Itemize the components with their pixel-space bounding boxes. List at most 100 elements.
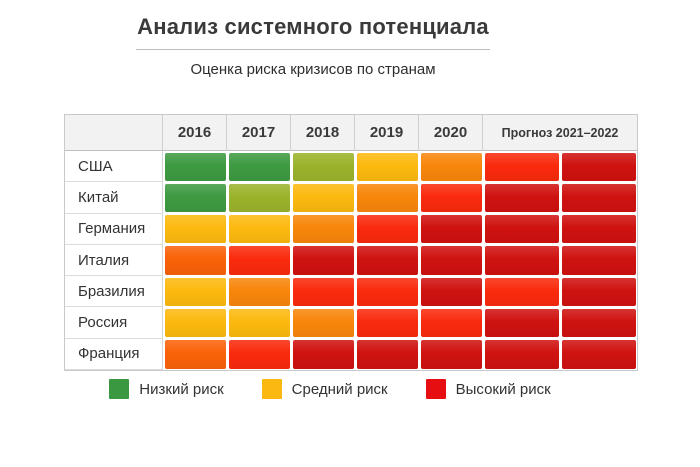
country-label: Бразилия bbox=[65, 276, 163, 308]
risk-cell bbox=[227, 244, 291, 277]
risk-cell bbox=[419, 276, 483, 308]
risk-chip-orange bbox=[356, 183, 418, 213]
legend: Низкий риск Средний риск Высокий риск bbox=[0, 379, 660, 399]
risk-chip-dark-red bbox=[484, 183, 559, 213]
risk-chip-dark-red bbox=[561, 183, 636, 213]
risk-cell bbox=[291, 244, 355, 277]
risk-cell bbox=[483, 244, 560, 277]
risk-chip-yellow bbox=[228, 215, 290, 244]
risk-cell bbox=[560, 244, 637, 277]
risk-cell bbox=[560, 182, 637, 214]
risk-chip-dark-red bbox=[420, 246, 482, 275]
risk-chip-orange bbox=[292, 215, 354, 244]
risk-chip-dark-red bbox=[561, 215, 636, 244]
risk-cell bbox=[355, 338, 419, 371]
risk-cell bbox=[291, 307, 355, 339]
page-subtitle: Оценка риска кризисов по странам bbox=[190, 61, 436, 78]
risk-chip-dark-red bbox=[484, 308, 559, 338]
legend-label-low: Низкий риск bbox=[139, 380, 224, 398]
risk-chip-deep-orange bbox=[164, 340, 226, 369]
risk-cell bbox=[560, 276, 637, 308]
risk-cell bbox=[560, 213, 637, 245]
risk-cell bbox=[355, 307, 419, 339]
risk-cell bbox=[291, 338, 355, 371]
risk-chip-yellow-green bbox=[228, 183, 290, 213]
risk-cell bbox=[419, 307, 483, 339]
risk-cell bbox=[227, 276, 291, 308]
risk-cell bbox=[355, 182, 419, 214]
risk-chip-green bbox=[164, 183, 226, 213]
risk-chip-dark-red bbox=[420, 340, 482, 369]
risk-cell bbox=[560, 151, 637, 183]
country-label: Россия bbox=[65, 307, 163, 339]
risk-cell bbox=[227, 151, 291, 183]
risk-cell bbox=[227, 182, 291, 214]
high-risk-swatch-icon bbox=[425, 379, 446, 399]
legend-label-high: Высокий риск bbox=[455, 380, 551, 398]
column-header-forecast: Прогноз 2021–2022 bbox=[483, 115, 637, 151]
risk-cell bbox=[483, 338, 560, 371]
risk-cell bbox=[163, 276, 227, 308]
risk-cell bbox=[355, 213, 419, 245]
risk-chip-green bbox=[164, 152, 226, 181]
risk-chip-dark-red bbox=[484, 215, 559, 244]
header-block: Анализ системного потенциала Оценка риск… bbox=[28, 14, 598, 78]
risk-cell bbox=[419, 213, 483, 245]
risk-chip-dark-red bbox=[420, 215, 482, 244]
risk-cell bbox=[163, 244, 227, 277]
risk-chip-yellow bbox=[356, 152, 418, 181]
risk-cell bbox=[355, 276, 419, 308]
legend-item-medium: Средний риск bbox=[261, 379, 388, 399]
risk-cell bbox=[163, 213, 227, 245]
risk-cell bbox=[483, 213, 560, 245]
risk-cell bbox=[163, 182, 227, 214]
risk-chip-orange bbox=[420, 152, 482, 181]
risk-chip-bright-red bbox=[484, 277, 559, 306]
country-label: Китай bbox=[65, 182, 163, 214]
risk-chip-yellow bbox=[164, 308, 226, 338]
risk-chip-dark-red bbox=[292, 340, 354, 369]
risk-chip-bright-red bbox=[356, 308, 418, 338]
low-risk-swatch-icon bbox=[109, 379, 130, 399]
risk-chip-orange bbox=[228, 277, 290, 306]
risk-chip-yellow bbox=[292, 183, 354, 213]
risk-chip-dark-red bbox=[561, 246, 636, 275]
risk-cell bbox=[355, 244, 419, 277]
risk-cell bbox=[163, 151, 227, 183]
risk-chip-bright-red bbox=[484, 152, 559, 181]
country-label: Франция bbox=[65, 338, 163, 371]
risk-cell bbox=[419, 151, 483, 183]
legend-item-low: Низкий риск bbox=[109, 379, 224, 399]
risk-cell bbox=[419, 182, 483, 214]
legend-item-high: Высокий риск bbox=[425, 379, 551, 399]
risk-cell bbox=[227, 338, 291, 371]
risk-cell bbox=[291, 276, 355, 308]
country-label: США bbox=[65, 151, 163, 183]
risk-chip-dark-red bbox=[356, 246, 418, 275]
risk-cell bbox=[483, 307, 560, 339]
risk-cell bbox=[419, 338, 483, 371]
risk-cell bbox=[227, 213, 291, 245]
risk-cell bbox=[291, 151, 355, 183]
column-header-2019: 2019 bbox=[355, 115, 419, 151]
risk-chip-bright-red bbox=[420, 183, 482, 213]
risk-heatmap-table: 2016 2017 2018 2019 2020 Прогноз 2021–20… bbox=[64, 114, 638, 372]
column-header-2017: 2017 bbox=[227, 115, 291, 151]
risk-chip-dark-red bbox=[561, 277, 636, 306]
risk-chip-yellow bbox=[164, 277, 226, 306]
risk-chip-dark-red bbox=[292, 246, 354, 275]
column-header-2018: 2018 bbox=[291, 115, 355, 151]
risk-chip-dark-red bbox=[356, 340, 418, 369]
risk-cell bbox=[483, 276, 560, 308]
country-label: Италия bbox=[65, 244, 163, 277]
risk-chip-bright-red bbox=[420, 308, 482, 338]
column-header-2020: 2020 bbox=[419, 115, 483, 151]
country-label: Германия bbox=[65, 213, 163, 245]
risk-chip-yellow bbox=[228, 308, 290, 338]
risk-chip-yellow-green bbox=[292, 152, 354, 181]
risk-cell bbox=[560, 307, 637, 339]
risk-cell bbox=[163, 307, 227, 339]
corner-cell bbox=[65, 115, 163, 151]
legend-label-medium: Средний риск bbox=[291, 380, 388, 398]
